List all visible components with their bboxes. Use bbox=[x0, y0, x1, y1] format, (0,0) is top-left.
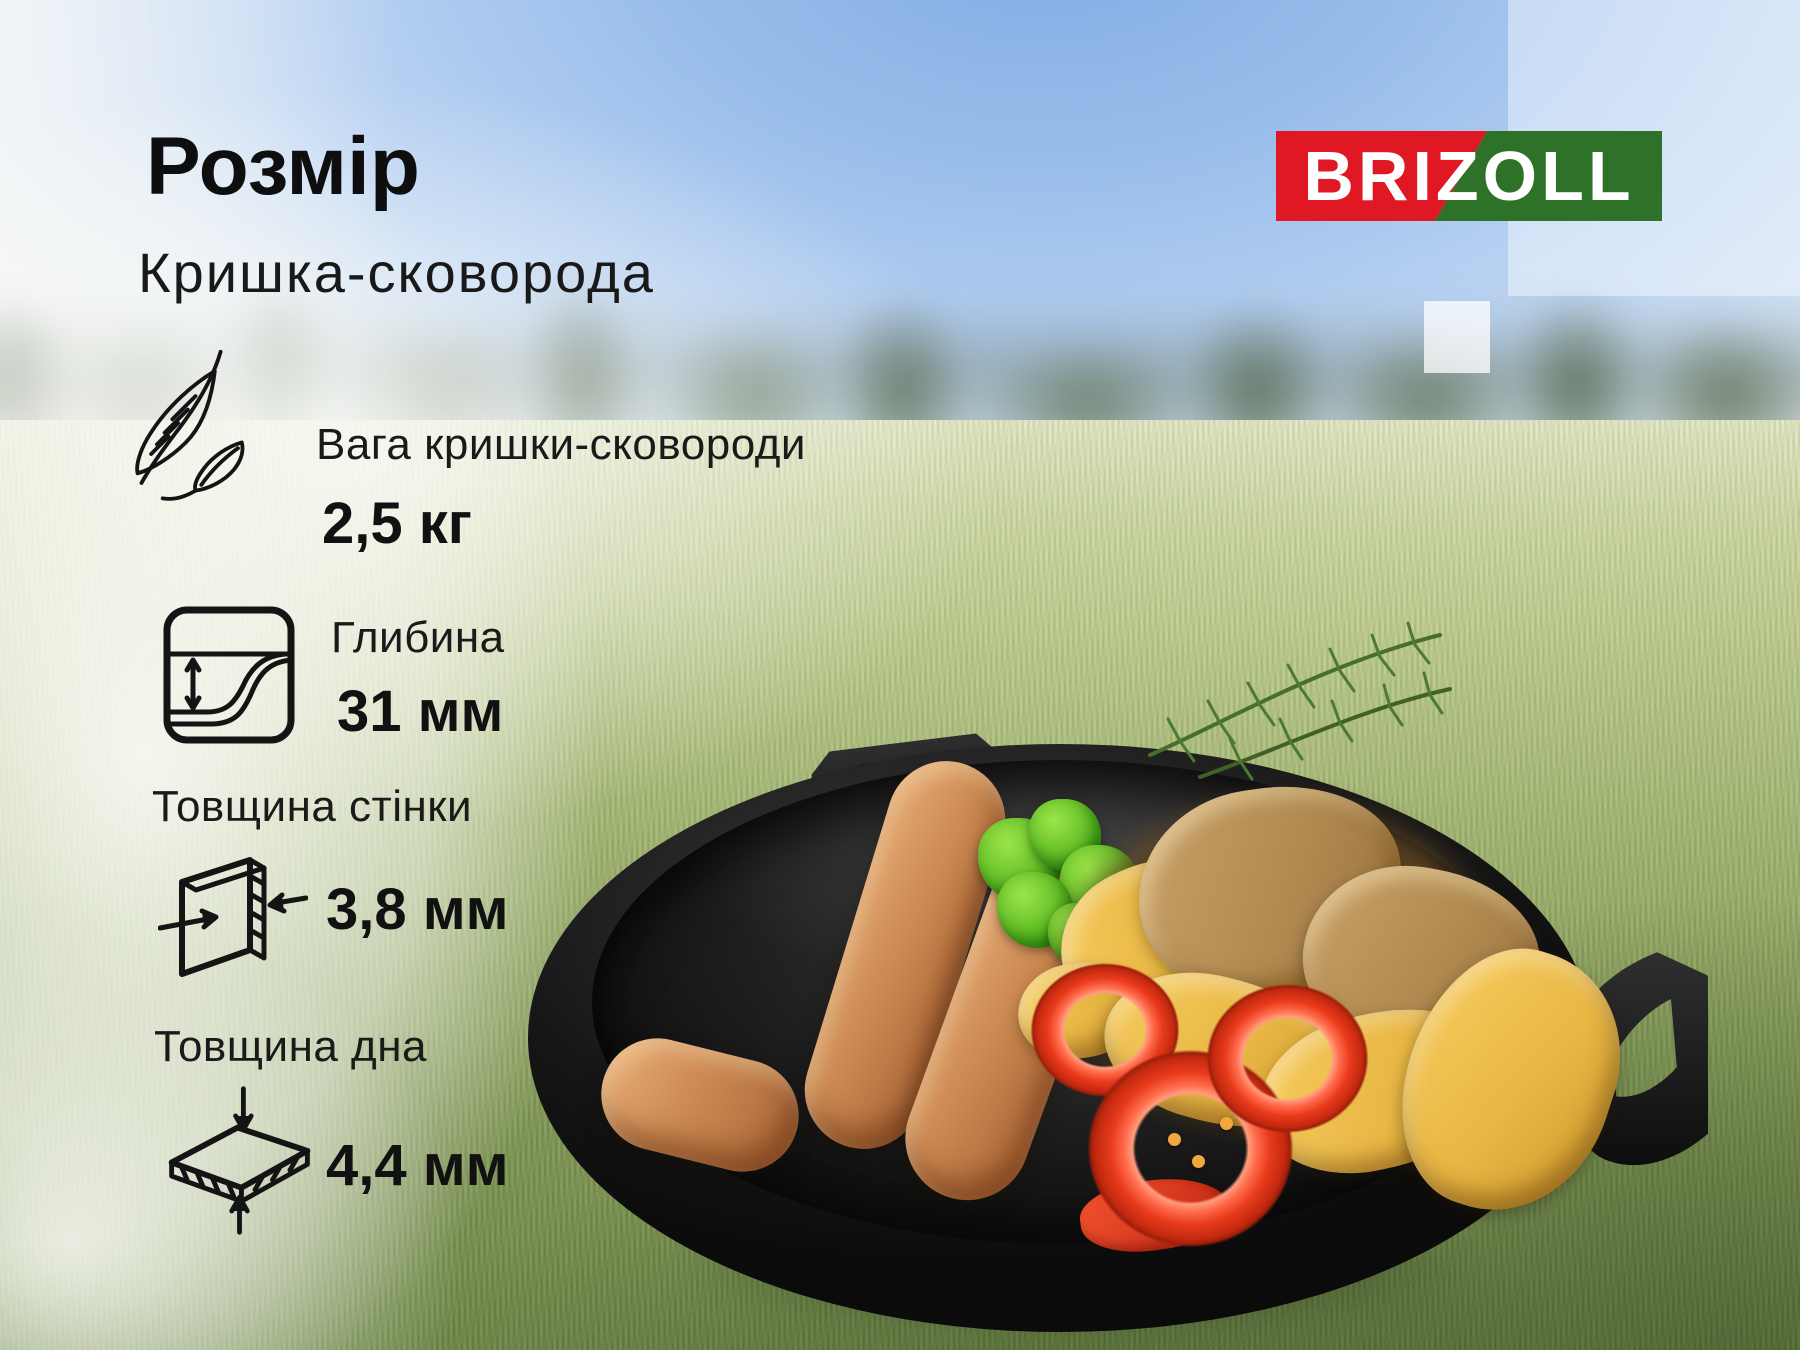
depth-value: 31 мм bbox=[337, 679, 504, 744]
pepper-seed bbox=[1168, 1133, 1181, 1146]
decorative-rectangle-small bbox=[1424, 301, 1490, 373]
wall-thickness-value: 3,8 мм bbox=[326, 877, 509, 942]
pepper-seed bbox=[1192, 1155, 1205, 1168]
logo-wordmark: BRIZOLL bbox=[1303, 137, 1635, 215]
weight-label: Вага кришки-сковороди bbox=[316, 420, 806, 469]
feather-icon bbox=[128, 348, 263, 506]
pepper-seed bbox=[1220, 1117, 1233, 1130]
brizoll-logo: BRIZOLL bbox=[1276, 131, 1662, 221]
depth-label: Глибина bbox=[331, 613, 505, 662]
pan-photo-scene bbox=[520, 621, 1730, 1350]
wall-thickness-label: Товщина стінки bbox=[152, 782, 473, 831]
bottom-thickness-icon bbox=[160, 1086, 320, 1238]
page-title: Розмір bbox=[146, 121, 420, 212]
weight-value: 2,5 кг bbox=[322, 491, 472, 556]
page-subtitle: Кришка-сковорода bbox=[138, 241, 655, 304]
wall-thickness-icon bbox=[158, 846, 308, 986]
bottom-thickness-label: Товщина дна bbox=[154, 1022, 428, 1071]
rosemary-sprig bbox=[1148, 621, 1452, 781]
pan-depth-icon bbox=[163, 606, 295, 744]
bottom-thickness-value: 4,4 мм bbox=[326, 1133, 509, 1198]
